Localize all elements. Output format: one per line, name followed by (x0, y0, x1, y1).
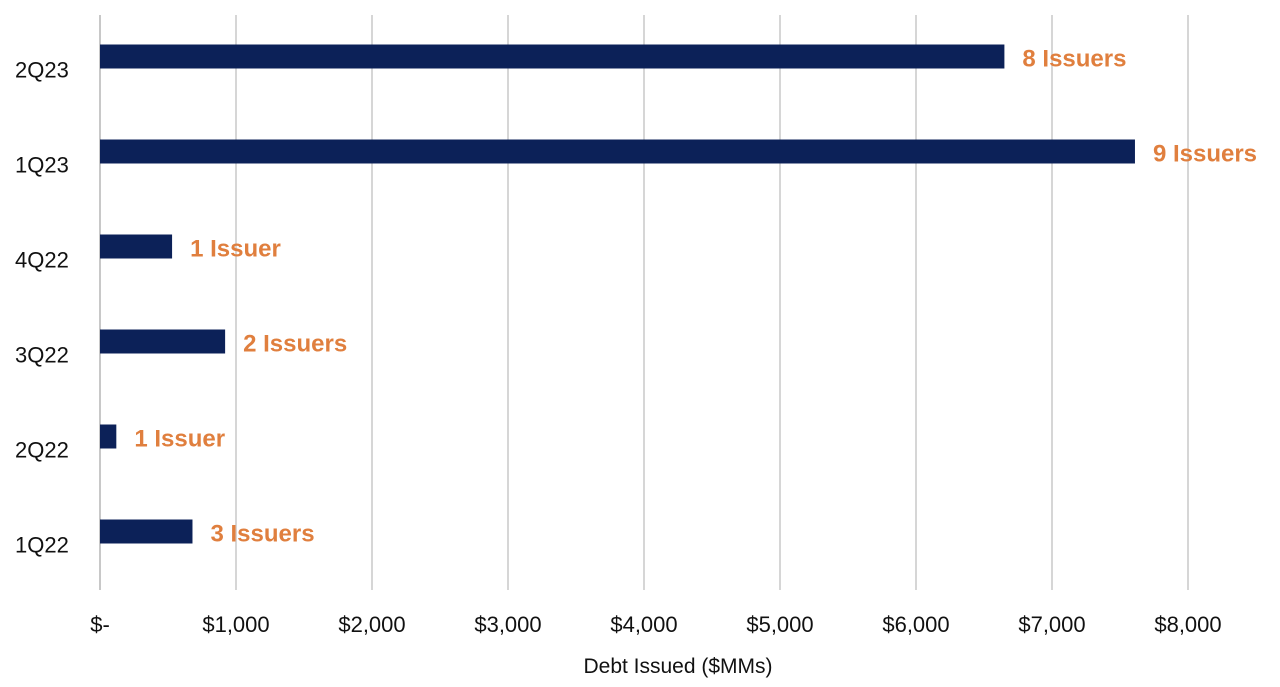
bar-2Q22 (100, 424, 117, 449)
data-label-2Q22: 1 Issuer (134, 426, 225, 453)
x-tick-label-0: $- (90, 612, 110, 637)
x-tick-label-8: $8,000 (1154, 612, 1221, 637)
bars (100, 44, 1135, 544)
bar-2Q23 (100, 44, 1005, 69)
x-axis-title: Debt Issued ($MMs) (583, 655, 772, 678)
x-tick-label-3: $3,000 (474, 612, 541, 637)
category-labels: 2Q23 1Q23 4Q22 3Q22 2Q22 1Q22 (15, 58, 69, 558)
bar-1Q22 (100, 519, 193, 544)
data-label-4Q22: 1 Issuer (190, 236, 281, 263)
category-label-1Q23: 1Q23 (15, 153, 69, 178)
data-labels: 8 Issuers 9 Issuers 1 Issuer 2 Issuers 1 Iss… (134, 46, 1257, 548)
category-label-2Q22: 2Q22 (15, 438, 69, 463)
data-label-1Q22: 3 Issuers (210, 521, 314, 548)
category-label-3Q22: 3Q22 (15, 343, 69, 368)
x-tick-label-1: $1,000 (202, 612, 269, 637)
data-label-1Q23: 9 Issuers (1153, 141, 1257, 168)
category-label-4Q22: 4Q22 (15, 248, 69, 273)
bar-4Q22 (100, 234, 173, 259)
category-label-2Q23: 2Q23 (15, 58, 69, 83)
x-tick-label-5: $5,000 (746, 612, 813, 637)
category-label-1Q22: 1Q22 (15, 533, 69, 558)
x-tick-label-7: $7,000 (1018, 612, 1085, 637)
x-tick-label-2: $2,000 (338, 612, 405, 637)
data-label-2Q23: 8 Issuers (1022, 46, 1126, 73)
data-label-3Q22: 2 Issuers (243, 331, 347, 358)
bar-1Q23 (100, 139, 1135, 164)
x-tick-label-4: $4,000 (610, 612, 677, 637)
x-tick-labels: $- $1,000 $2,000 $3,000 $4,000 $5,000 $6,000 $7… (90, 612, 1221, 637)
x-tick-label-6: $6,000 (882, 612, 949, 637)
bar-3Q22 (100, 329, 226, 354)
gridlines (99, 15, 1189, 590)
